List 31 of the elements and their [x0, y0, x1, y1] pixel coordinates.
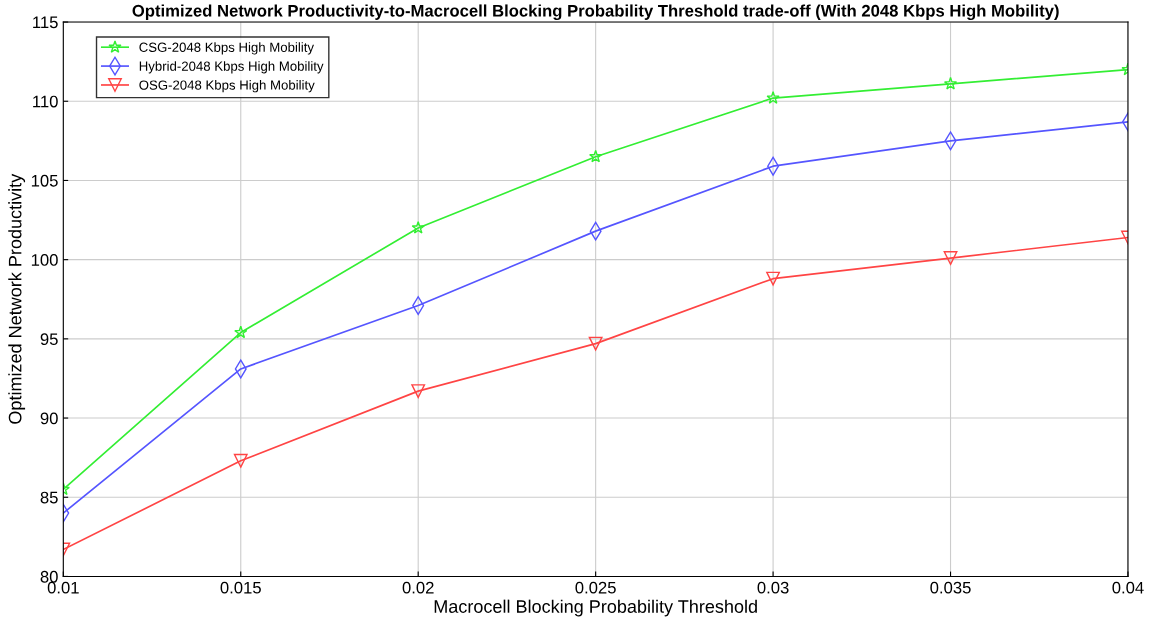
point — [588, 336, 603, 351]
legend-label: Hybrid-2048 Kbps High Mobility — [139, 61, 324, 74]
legend-label: OSG-2048 Kbps High Mobility — [139, 80, 315, 93]
y-tick-label: 95 — [40, 333, 58, 346]
y-tick-label: 80 — [40, 570, 58, 583]
x-tick-label: 0.025 — [575, 581, 616, 594]
legend-label: CSG-2048 Kbps High Mobility — [139, 42, 314, 55]
chart-title: Optimized Network Productivity-to-Macrocell Blocking Probability Threshold trade-off (With 2048 Kbps High Mobility) — [132, 4, 1059, 21]
x-axis-title: Macrocell Blocking Probability Threshold — [434, 599, 757, 617]
point — [943, 251, 958, 266]
y-axis-title: Optimized Network Productivity — [8, 173, 26, 424]
x-tick-label: 0.015 — [220, 581, 261, 594]
point — [943, 76, 958, 90]
y-tick-label: 115 — [33, 16, 58, 29]
x-tick-label: 0.02 — [402, 581, 434, 594]
point — [589, 149, 603, 163]
point — [233, 453, 248, 468]
x-tick-label: 0.03 — [757, 581, 789, 594]
point — [234, 325, 248, 339]
x-tick-label: 0.01 — [47, 581, 79, 594]
point — [766, 271, 781, 286]
y-tick-label: 90 — [40, 412, 58, 425]
point — [766, 91, 780, 104]
y-tick-label: 85 — [40, 491, 58, 504]
x-tick-label: 0.035 — [930, 581, 971, 594]
x-tick-label: 0.04 — [1112, 581, 1144, 594]
y-tick-label: 100 — [31, 254, 58, 266]
y-tick-label: 110 — [33, 95, 58, 108]
point — [411, 384, 426, 399]
y-tick-label: 105 — [31, 174, 58, 187]
point — [411, 221, 425, 234]
